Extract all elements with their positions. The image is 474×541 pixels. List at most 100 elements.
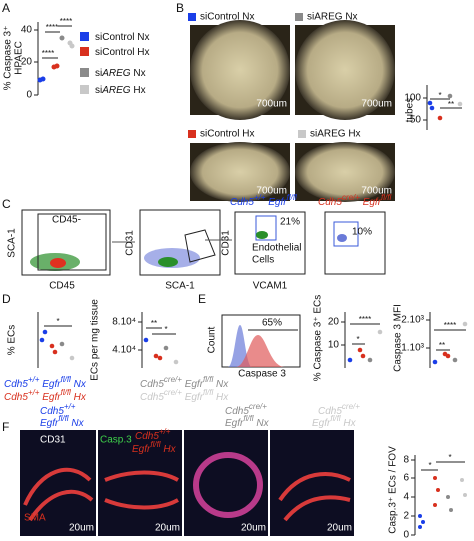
- star: **: [448, 100, 454, 109]
- legend-swatch: [298, 130, 306, 138]
- tick-label: 1.10³: [401, 343, 424, 354]
- dot: [421, 520, 425, 524]
- dot: [143, 337, 149, 343]
- tick-label: 100: [404, 93, 421, 104]
- dot: [347, 357, 353, 363]
- dot: [40, 76, 46, 82]
- scale-label: 20um: [69, 523, 94, 534]
- axis-label: Count: [207, 326, 218, 353]
- well: [190, 20, 290, 120]
- axis-label: SCA-1: [7, 228, 18, 258]
- axis: [341, 312, 346, 368]
- axis: [138, 312, 143, 368]
- dot: [418, 525, 422, 529]
- gate: [333, 221, 359, 247]
- dot: [360, 353, 366, 359]
- genotype-header: Cdh5cre/+ Egfrfl/fl: [318, 193, 391, 208]
- panel-letter: C: [2, 197, 11, 211]
- y-label: Caspase 3 MFI: [393, 304, 404, 372]
- panel-c: C CD45- SCA-1 CD45 CD31 SCA-1 Cdh5+/+ Eg…: [2, 193, 391, 292]
- legend-swatch: [80, 32, 89, 41]
- well: [190, 142, 290, 202]
- tick-label: 0: [26, 90, 32, 101]
- panel-letter: A: [2, 1, 10, 15]
- dot: [433, 476, 437, 480]
- legend-entry: siAREG Hx: [95, 85, 146, 96]
- genotype-header: Cdh5+/+ Egfrfl/fl: [230, 193, 297, 208]
- star: *: [428, 461, 431, 470]
- axis: [423, 85, 428, 130]
- panel-letter: F: [2, 420, 9, 434]
- y-label: % Caspase 3⁺: [3, 26, 14, 91]
- dot: [357, 347, 363, 353]
- dot: [59, 35, 65, 41]
- legend-entry: siControl Nx: [200, 12, 254, 23]
- star: *: [438, 91, 441, 100]
- legend-entry: Cdh5+/+ Egfrfl/fl Hx: [4, 388, 87, 403]
- axis-label: Caspase 3: [238, 369, 286, 380]
- legend-entry: siControl Nx: [95, 32, 149, 43]
- bracket: [434, 329, 466, 351]
- plot-frame: [324, 211, 386, 275]
- genotype-header: Cdh5+/+: [135, 427, 171, 442]
- y-label: tubes: [405, 98, 416, 122]
- panel-b: B siControl Nx siAREG Nx siControl Hx si…: [176, 1, 463, 202]
- bracket: [42, 25, 72, 59]
- plot-frame: [234, 211, 306, 275]
- dot: [460, 478, 464, 482]
- legend-entry: siAREG Nx: [95, 68, 146, 79]
- tick-label: 20: [21, 57, 33, 68]
- dot: [59, 341, 65, 347]
- dot: [429, 105, 435, 111]
- legend-swatch: [188, 130, 196, 138]
- star: ****: [359, 315, 371, 324]
- gate-label: CD45-: [52, 215, 81, 226]
- panel-e: E 65% Count Caspase 3 % Caspase 3⁺ ECs 2…: [198, 292, 468, 381]
- genotype-header: Egfrfl/fl Nx: [40, 414, 85, 429]
- dot: [432, 359, 438, 365]
- genotype-header: Cdh5cre/+: [225, 402, 267, 417]
- scale-label: 20um: [241, 523, 266, 534]
- dot: [153, 353, 159, 359]
- stain-label: CD31: [40, 435, 66, 446]
- histogram: [236, 335, 285, 367]
- dot: [462, 321, 468, 327]
- dot: [157, 355, 163, 361]
- legend-entry: Cdh5cre/+ Egfrfl/fl Nx: [140, 375, 229, 390]
- legend-swatch: [80, 68, 89, 77]
- gate-percent: 65%: [262, 318, 282, 329]
- tick-label: 4: [403, 492, 409, 503]
- tick-label: 4.10⁴: [112, 345, 136, 356]
- vessel: [278, 472, 351, 522]
- scale-label: 700um: [361, 186, 392, 197]
- tick-label: 10: [328, 340, 340, 351]
- dot: [54, 63, 60, 69]
- micrograph: [98, 430, 182, 536]
- density: [337, 234, 347, 242]
- star: ****: [42, 49, 54, 58]
- dot: [173, 359, 179, 365]
- dot: [452, 357, 458, 363]
- legend-entry: siControl Hx: [200, 129, 254, 140]
- gate: [184, 229, 216, 263]
- tick-label: 6: [403, 473, 409, 484]
- gate-percent: 10%: [352, 227, 372, 238]
- genotype-header: Egfrfl/fl Hx: [132, 440, 177, 455]
- legend-swatch: [80, 85, 89, 94]
- dot: [49, 343, 55, 349]
- axis-label: CD31: [221, 230, 232, 256]
- vessel: [23, 467, 94, 522]
- tick-label: 2.10³: [401, 315, 424, 326]
- tick-label: 50: [410, 115, 422, 126]
- star: *: [164, 325, 167, 334]
- scale-label: 700um: [256, 186, 287, 197]
- axis: [34, 22, 39, 96]
- genotype-header: Egfrfl/fl Nx: [225, 414, 270, 429]
- well: [295, 20, 395, 120]
- legend-swatch: [295, 13, 303, 21]
- panel-letter: D: [2, 292, 11, 306]
- star: **: [151, 319, 157, 328]
- bracket: [430, 98, 462, 109]
- dot: [449, 508, 453, 512]
